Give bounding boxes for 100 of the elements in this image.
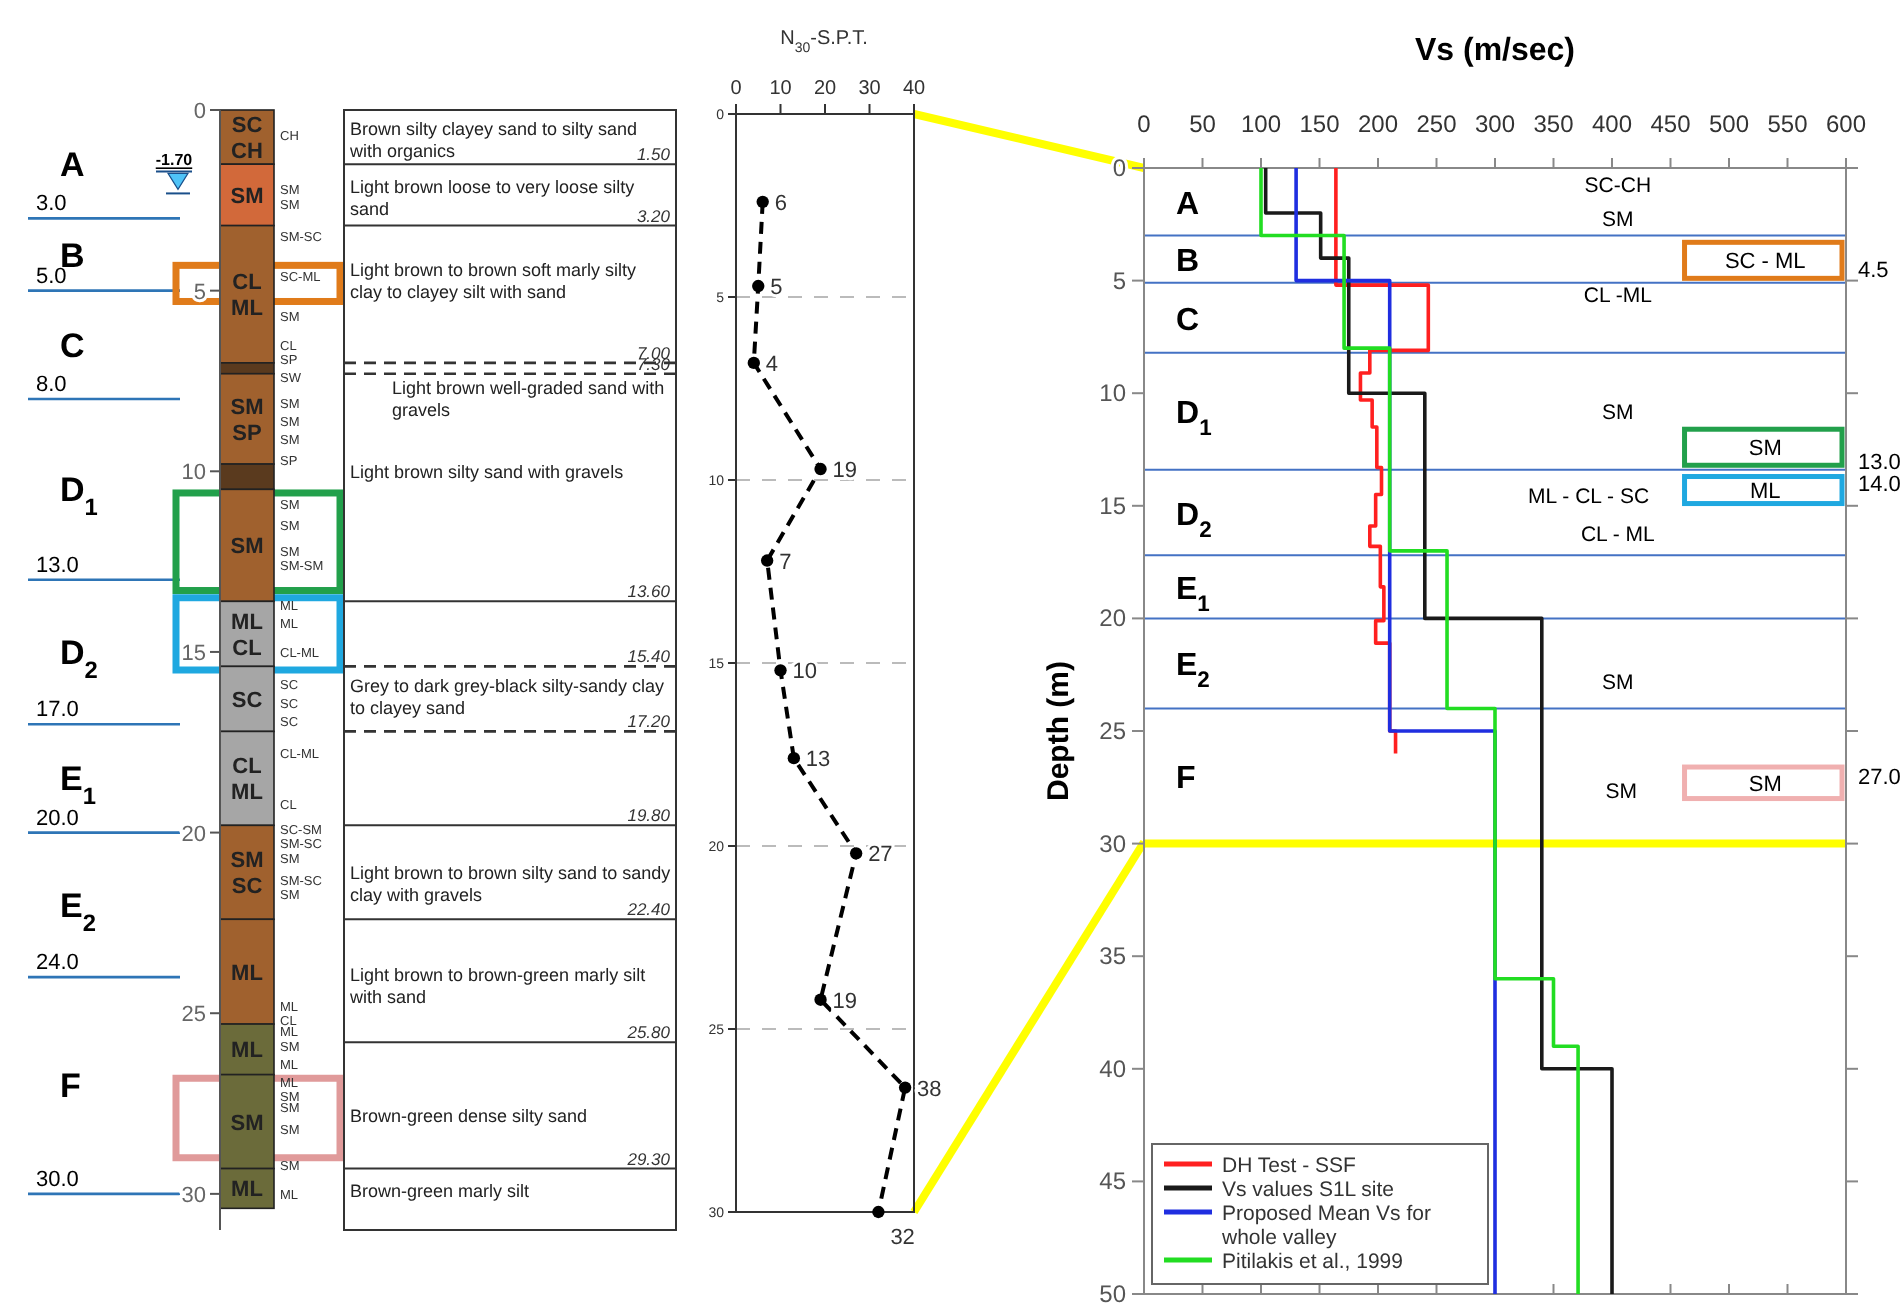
ref-line-label: 7.00 (636, 342, 671, 363)
ref-line-label: 5.0 (36, 264, 67, 289)
annotation: B (1176, 245, 1200, 280)
series-label: CL ML (231, 271, 264, 322)
annotation: SM (1602, 401, 1634, 426)
data-label: 27 (868, 843, 893, 868)
series-label: SM SP (230, 395, 264, 446)
data-label: 13 (805, 748, 831, 773)
annotation: E$_{2}$ (1176, 649, 1210, 694)
annotation: F (1176, 762, 1196, 797)
y-tick-label: 15 (181, 641, 206, 666)
ref-line-label: 1.50 (636, 144, 671, 165)
series-label: ML CL (231, 610, 264, 661)
ref-line-label: 3.0 (36, 192, 67, 217)
series-label: SC CH (231, 114, 263, 165)
text: Light brown well-graded sand with gravels (392, 377, 665, 420)
x-tick-label: 600 (1825, 110, 1867, 138)
text: 27.0 (1858, 766, 1901, 791)
x-tick-label: 450 (1650, 110, 1692, 138)
ref-line-label: 13.60 (627, 581, 671, 602)
y-tick-label: 20 (1099, 604, 1127, 633)
text: Light brown to brown-green marly silt with sand (348, 964, 647, 1007)
text: F (60, 1067, 81, 1106)
annotation: SM (1602, 207, 1634, 232)
ref-line-label: 25.80 (625, 1022, 671, 1043)
data-label: 7 (779, 550, 792, 575)
y-tick-label: 15 (1099, 491, 1127, 520)
series-label: ML (231, 961, 264, 986)
x-tick-label: 400 (1591, 110, 1633, 138)
text: Brown-green dense silty sand (350, 1105, 588, 1126)
x-tick-label: 150 (1299, 110, 1341, 138)
y-tick-label: 45 (1099, 1167, 1127, 1196)
ref-line-label: 29.30 (625, 1148, 671, 1169)
annotation: ML (1749, 480, 1781, 505)
ref-line-label: 30.0 (36, 1167, 79, 1192)
data-label: 5 (770, 276, 783, 301)
y-tick-label: 5 (1112, 266, 1127, 295)
text: -1.70 (155, 151, 194, 170)
y-tick-label: 35 (1099, 942, 1127, 971)
data-label: 10 (792, 660, 817, 685)
series-label: SM (230, 184, 264, 209)
series-label: SM (230, 535, 264, 560)
y-tick-label: 25 (181, 1003, 206, 1028)
y-tick-label: 25 (1099, 717, 1127, 745)
text: D$_{1}$ (60, 471, 99, 522)
text: 14.0 (1858, 473, 1901, 498)
legend-label: Vs values S1L site (1222, 1178, 1395, 1202)
ref-line-label: 8.0 (36, 373, 67, 398)
annotation: E$_{1}$ (1176, 572, 1210, 617)
x-tick-label: 50 (1189, 110, 1217, 138)
text: E$_{1}$ (60, 760, 97, 811)
ref-line-label: 24.0 (36, 951, 79, 976)
y-tick-label: 10 (181, 461, 206, 486)
text: C (60, 326, 85, 365)
chart-title: N$_{30}$-S.P.T. (780, 28, 868, 55)
annotation: D$_{1}$ (1176, 397, 1212, 442)
ref-line-label: 13.0 (36, 553, 79, 578)
data-label: 4 (765, 352, 779, 377)
y-tick-label: 30 (1099, 829, 1127, 858)
text: E$_{2}$ (60, 886, 97, 937)
data-label: 19 (832, 459, 858, 484)
annotation: CL -ML (1583, 284, 1653, 309)
ref-line-label: 15.40 (627, 646, 671, 667)
x-tick-label: 500 (1708, 110, 1750, 138)
x-tick-label: 10 (769, 78, 793, 100)
legend-label: DH Test - SSF (1222, 1154, 1356, 1178)
data-label: 38 (917, 1077, 942, 1102)
ref-line-label: 3.20 (636, 205, 671, 226)
series-label: ML (231, 1039, 264, 1064)
text: Light brown loose to very loose silty sand (350, 177, 636, 220)
annotation: SM (1748, 437, 1782, 462)
ref-line-label: 17.0 (36, 698, 79, 723)
text: D$_{2}$ (60, 633, 99, 684)
y-tick-label: 50 (1099, 1280, 1127, 1308)
x-tick-label: 200 (1357, 110, 1399, 138)
series-label: SC (231, 688, 263, 713)
x-tick-label: 30 (858, 78, 882, 100)
annotation: ML - CL - SC (1528, 484, 1650, 509)
ref-line-label: 19.80 (627, 805, 671, 826)
text: 13.0 (1858, 450, 1901, 475)
series-label: SM SC (230, 849, 264, 900)
data-label: 19 (832, 989, 858, 1014)
annotation: SM (1748, 772, 1782, 797)
y-axis-title: Depth (m) (1042, 661, 1076, 801)
text: Brown-green marly silt (350, 1181, 531, 1202)
x-tick-label: 40 (902, 78, 926, 100)
x-tick-label: 550 (1767, 110, 1809, 138)
text: Light brown silty sand with gravels (350, 462, 625, 483)
annotation: SC-CH (1584, 173, 1652, 198)
x-tick-label: 350 (1533, 110, 1575, 138)
text: A (60, 146, 85, 185)
text: 4.5 (1858, 259, 1889, 284)
data-label: 6 (774, 191, 787, 216)
legend-label: Proposed Mean Vs for whole valley (1220, 1202, 1432, 1250)
x-tick-label: 250 (1416, 110, 1458, 138)
annotation: SC - ML (1724, 250, 1806, 275)
series-label: SM (230, 1111, 264, 1136)
series-label: ML (231, 1178, 264, 1203)
y-tick-label: 10 (1099, 379, 1127, 408)
x-tick-label: 100 (1240, 110, 1282, 138)
